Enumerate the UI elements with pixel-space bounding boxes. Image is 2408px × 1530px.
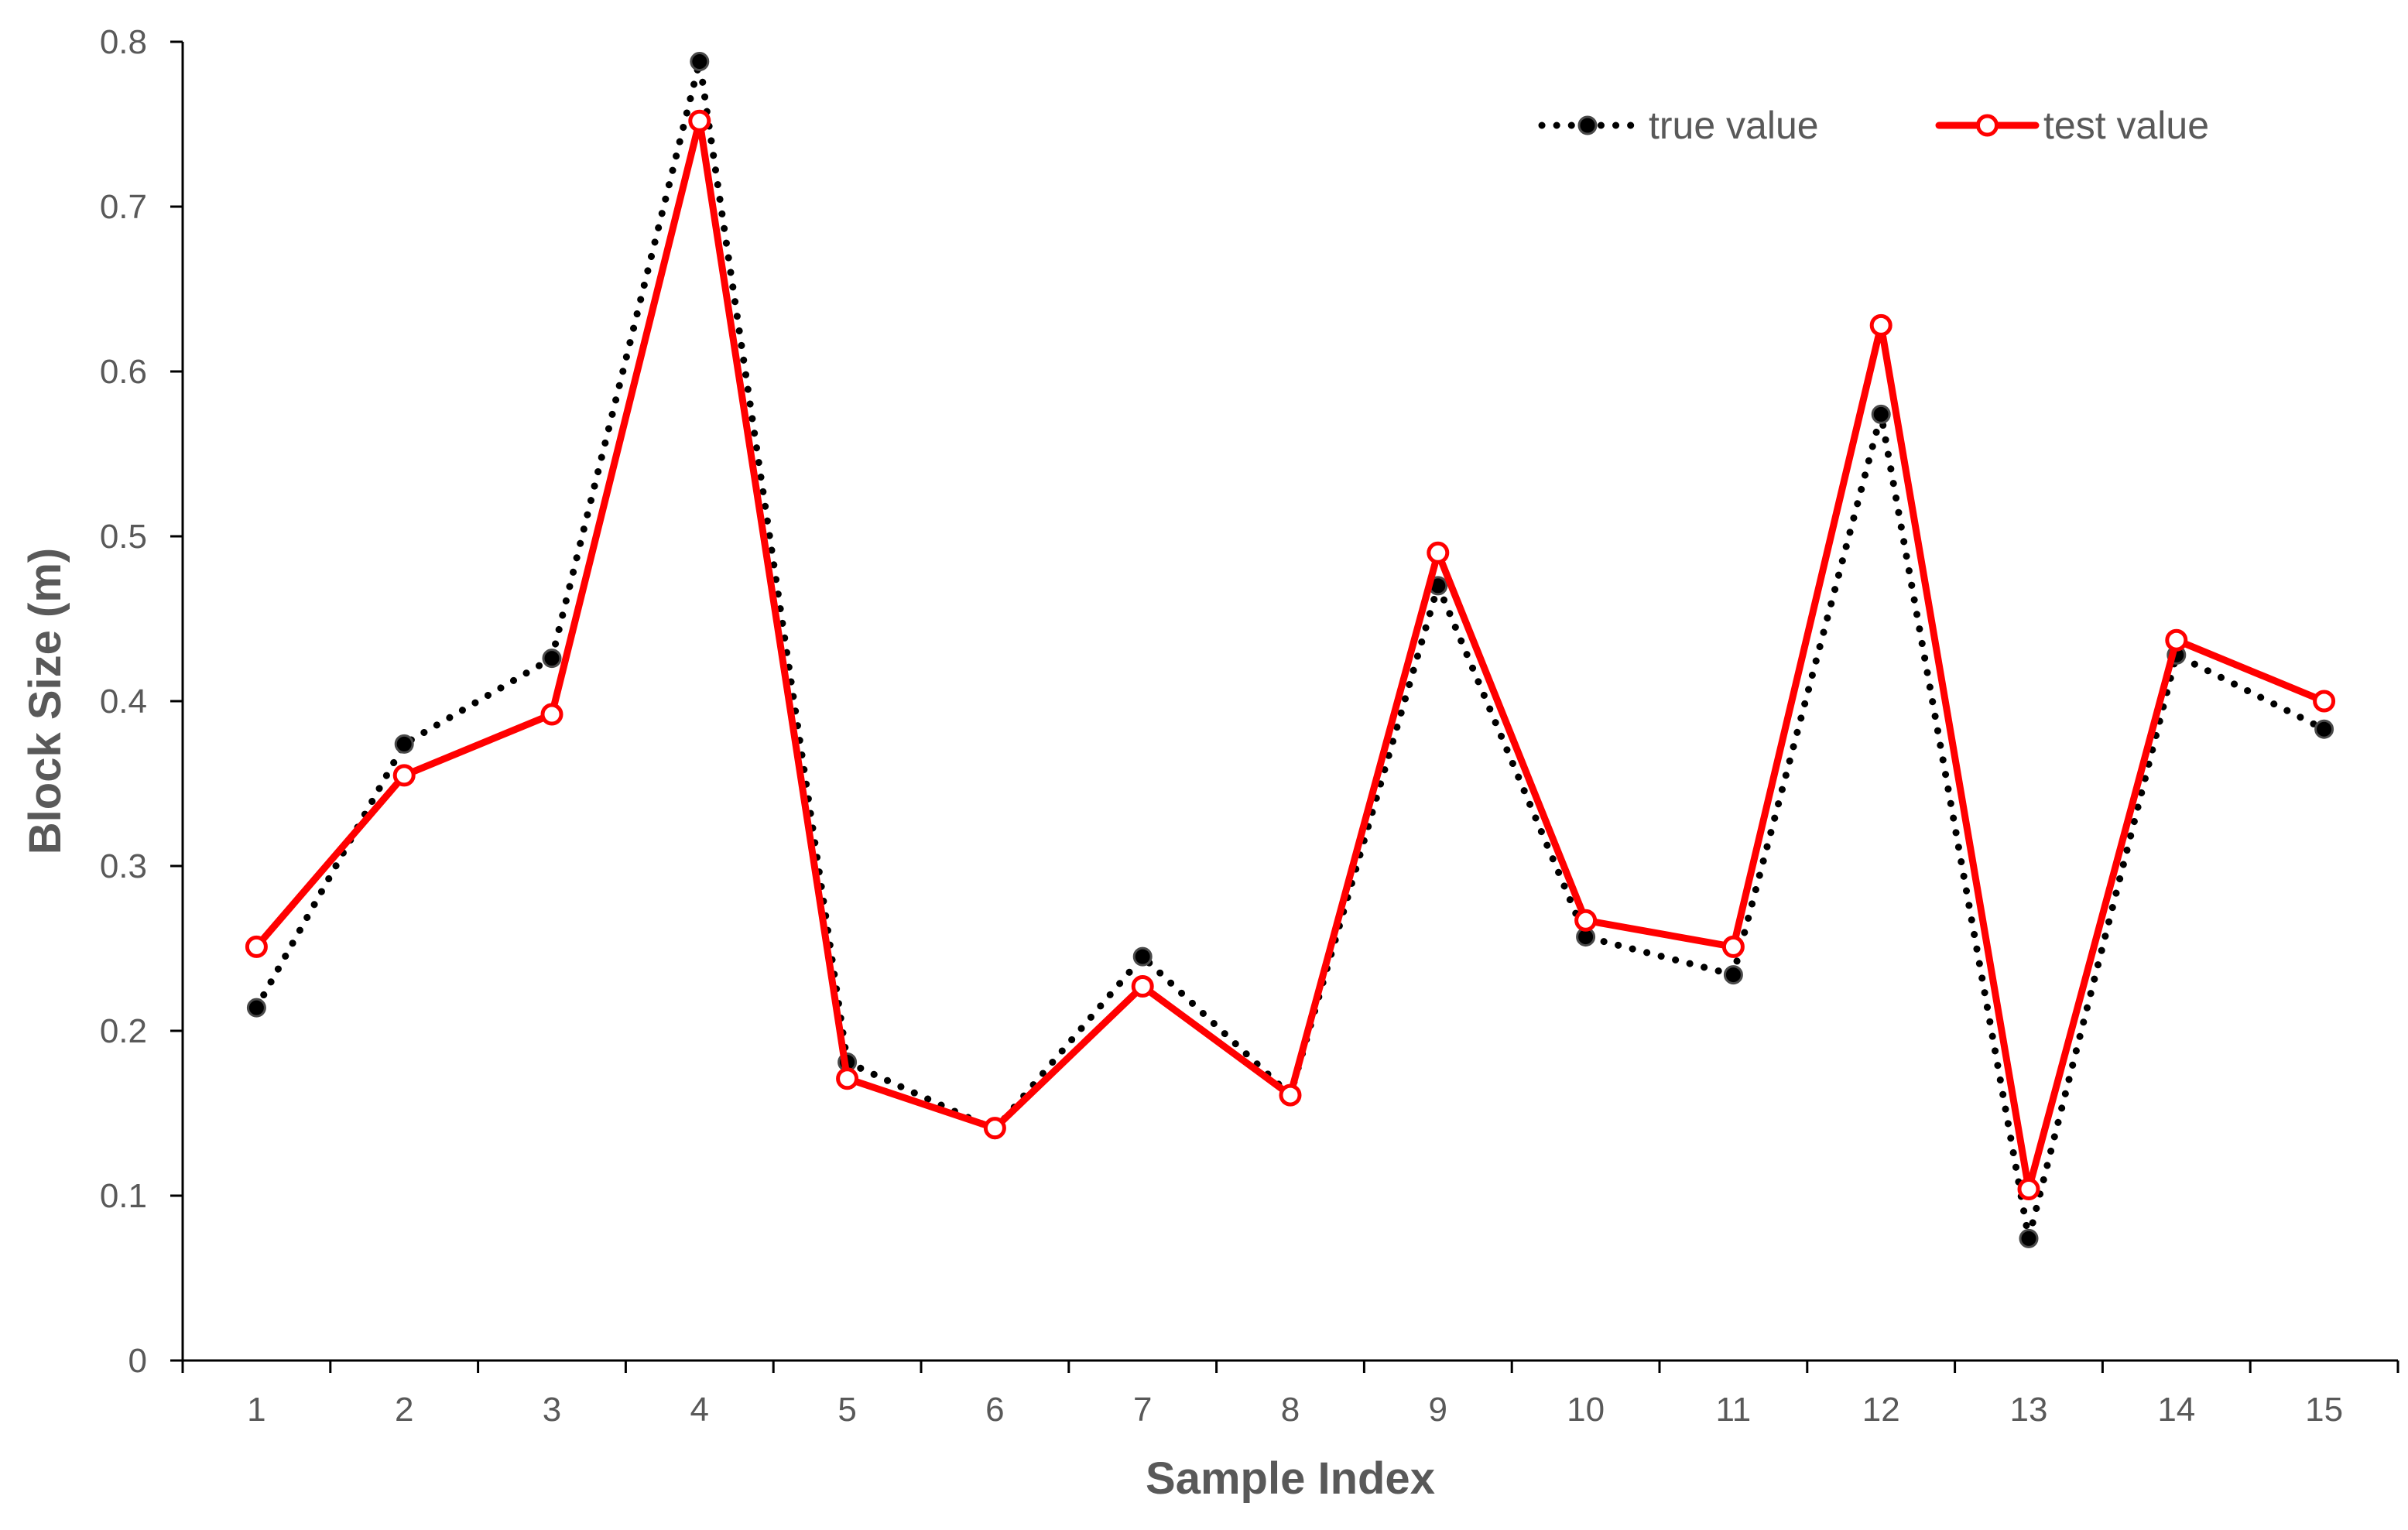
x-tick-label: 3 [543, 1391, 561, 1429]
x-tick-label: 1 [247, 1391, 265, 1429]
y-tick-label: 0.8 [100, 23, 147, 61]
data-point-test-value [540, 703, 563, 726]
y-tick-label: 0.5 [100, 518, 147, 556]
x-tick-label: 15 [2305, 1391, 2343, 1429]
x-tick-label: 10 [1567, 1391, 1605, 1429]
data-point-test-value [1427, 541, 1450, 564]
legend: true value test value [1538, 104, 2209, 147]
y-axis-title: Block Size (m) [20, 548, 70, 854]
data-point-test-value [2017, 1177, 2040, 1200]
data-point-test-value [2165, 628, 2188, 652]
series-test-value [245, 109, 2336, 1200]
data-point-test-value [983, 1117, 1006, 1140]
data-point-test-value [1574, 909, 1598, 932]
legend-marker-true-value [1577, 115, 1598, 135]
legend-label-test-value: test value [2043, 104, 2209, 147]
x-tick-label: 2 [395, 1391, 413, 1429]
data-point-test-value [1869, 313, 1892, 337]
y-tick-label: 0.4 [100, 683, 147, 721]
axes [181, 42, 2398, 1362]
data-point-test-value [392, 764, 416, 787]
series-true-value [246, 52, 2334, 1248]
x-tick-label: 4 [690, 1391, 709, 1429]
x-tick-label: 5 [837, 1391, 856, 1429]
ticks: 00.10.20.30.40.50.60.70.81 2 3 4 5 6 7 8 9 10 11 12… [100, 23, 2399, 1429]
x-axis-title: Sample Index [1146, 1453, 1435, 1504]
y-tick-label: 0.3 [100, 847, 147, 885]
data-point-true-value [1871, 404, 1891, 424]
data-point-true-value [394, 734, 414, 754]
data-point-test-value [1721, 935, 1745, 958]
data-point-true-value [1723, 965, 1743, 985]
data-point-true-value [542, 649, 562, 669]
legend-marker-test-value [1976, 114, 1999, 137]
x-tick-label: 12 [1862, 1391, 1900, 1429]
x-tick-label: 6 [985, 1391, 1004, 1429]
legend-item-true-value: true value [1538, 104, 1819, 147]
y-tick-label: 0 [128, 1342, 147, 1380]
data-point-test-value [688, 109, 711, 132]
data-point-test-value [2313, 690, 2336, 713]
data-point-true-value [2314, 719, 2334, 739]
legend-item-test-value: test value [1935, 104, 2209, 147]
data-point-test-value [1279, 1083, 1302, 1107]
y-tick-label: 0.6 [100, 353, 147, 391]
x-tick-label: 14 [2157, 1391, 2195, 1429]
y-tick-label: 0.2 [100, 1012, 147, 1050]
x-tick-label: 7 [1133, 1391, 1152, 1429]
data-point-test-value [836, 1067, 859, 1090]
x-tick-label: 11 [1716, 1391, 1752, 1429]
x-tick-label: 9 [1429, 1391, 1447, 1429]
data-point-test-value [245, 935, 268, 958]
data-point-true-value [2019, 1228, 2039, 1248]
data-point-test-value [1131, 974, 1154, 998]
series-line-test-value [252, 117, 2328, 1193]
x-tick-label: 13 [2010, 1391, 2048, 1429]
data-point-true-value [246, 998, 266, 1018]
legend-label-true-value: true value [1649, 104, 1819, 147]
y-tick-label: 0.1 [100, 1177, 147, 1215]
data-point-true-value [690, 52, 710, 72]
data-point-true-value [1132, 946, 1153, 967]
series [245, 52, 2336, 1248]
x-tick-label: 8 [1281, 1391, 1300, 1429]
y-tick-label: 0.7 [100, 188, 147, 226]
